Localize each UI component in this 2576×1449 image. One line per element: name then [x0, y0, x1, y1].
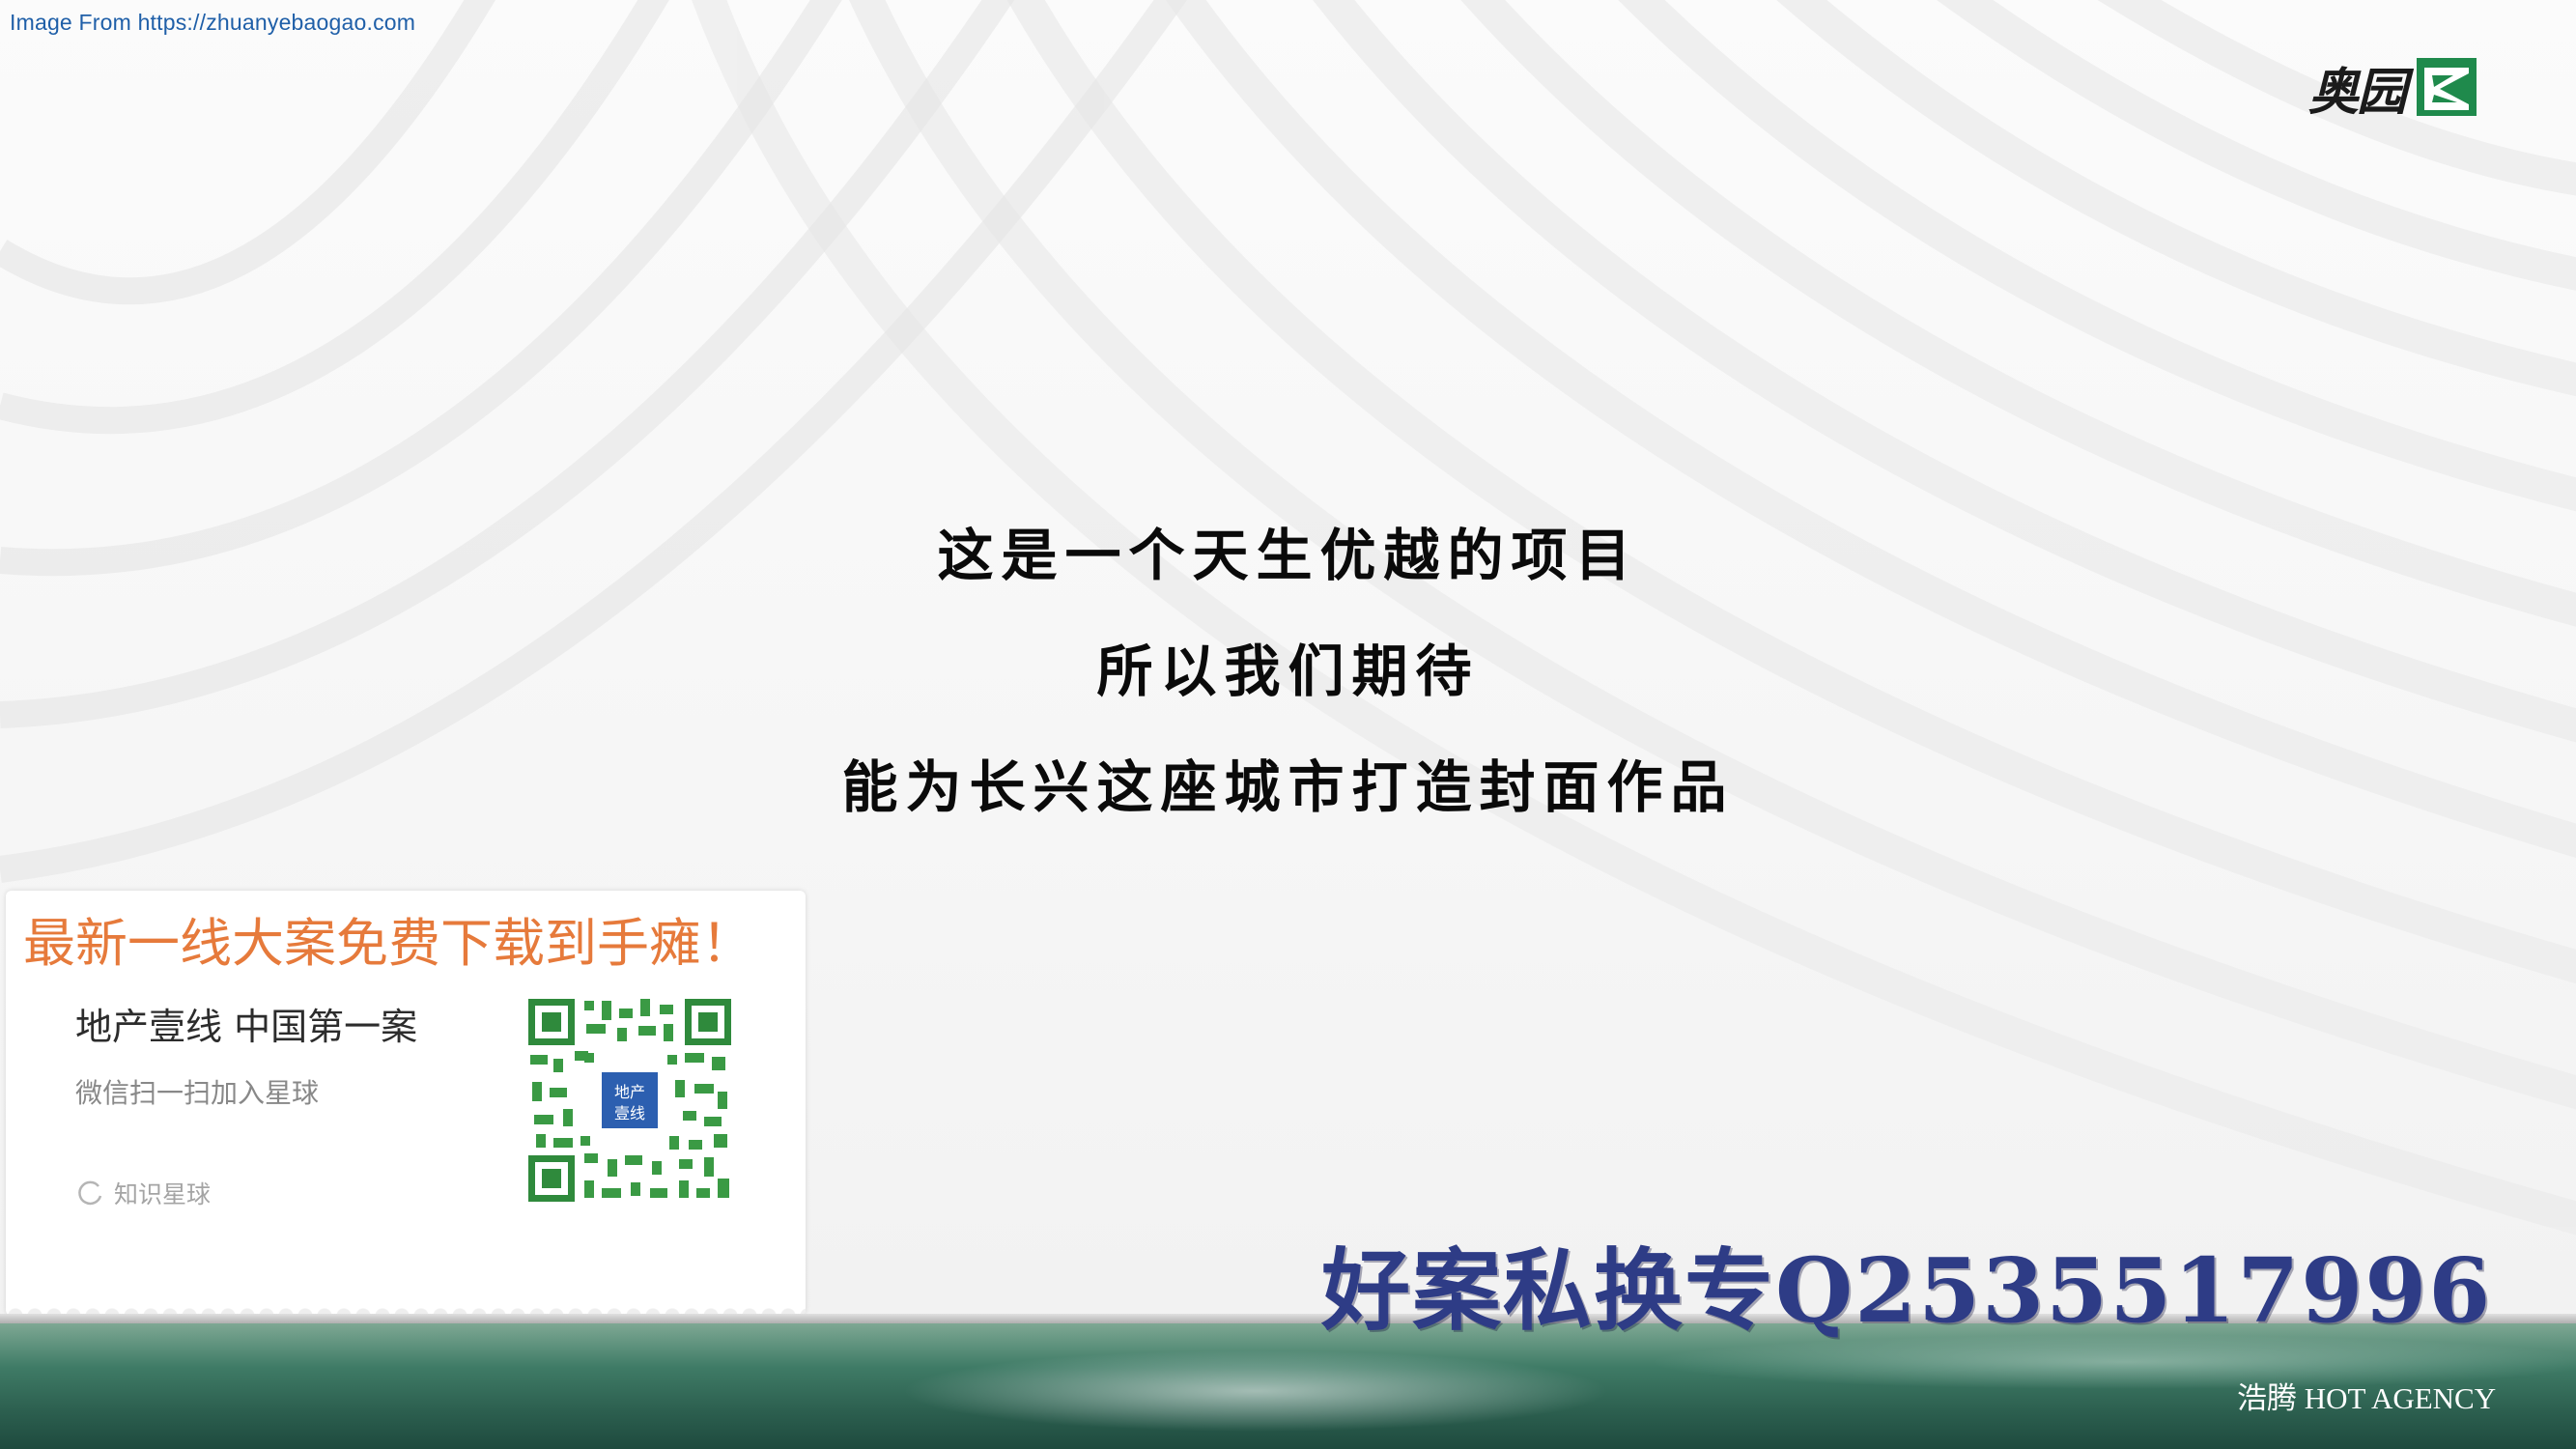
- aoyuan-logo-mark-icon: [2417, 58, 2477, 116]
- footer-band: [0, 1323, 2576, 1449]
- statement-block: 这是一个天生优越的项目 所以我们期待 能为长兴这座城市打造封面作品: [0, 497, 2576, 845]
- agency-label: 浩腾 HOT AGENCY: [2237, 1381, 2497, 1415]
- brand-logo: 奥园: [2308, 50, 2502, 124]
- promo-card: 最新一线大案免费下载到手瘫！ 地产壹线 中国第一案 微信扫一扫加入星球 知识星球: [6, 891, 806, 1316]
- contact-watermark: 好案私换专Q2535517996: [1321, 1238, 2493, 1343]
- promo-brand-label: 知识星球: [114, 1180, 212, 1208]
- promo-subtitle: 微信扫一扫加入星球: [75, 1077, 320, 1109]
- brand-logo-text: 奥园: [2308, 62, 2407, 122]
- qr-code-icon[interactable]: 地产 壹线: [524, 995, 735, 1206]
- qr-center-text-top: 地产: [614, 1083, 645, 1101]
- statement-line-1: 这是一个天生优越的项目: [937, 523, 1639, 588]
- source-credit-link[interactable]: Image From https://zhuanyebaogao.com: [10, 10, 416, 35]
- statement-line-3: 能为长兴这座城市打造封面作品: [841, 754, 1735, 820]
- promo-brand: 知识星球: [75, 1176, 211, 1210]
- background-wave-pattern: [0, 0, 2576, 1236]
- knowledge-planet-icon: [78, 1180, 102, 1206]
- qr-center-text-bottom: 壹线: [614, 1104, 645, 1122]
- promo-title: 地产壹线 中国第一案: [75, 1006, 418, 1048]
- statement-line-2: 所以我们期待: [1096, 639, 1480, 704]
- promo-headline: 最新一线大案免费下载到手瘫！: [23, 913, 753, 974]
